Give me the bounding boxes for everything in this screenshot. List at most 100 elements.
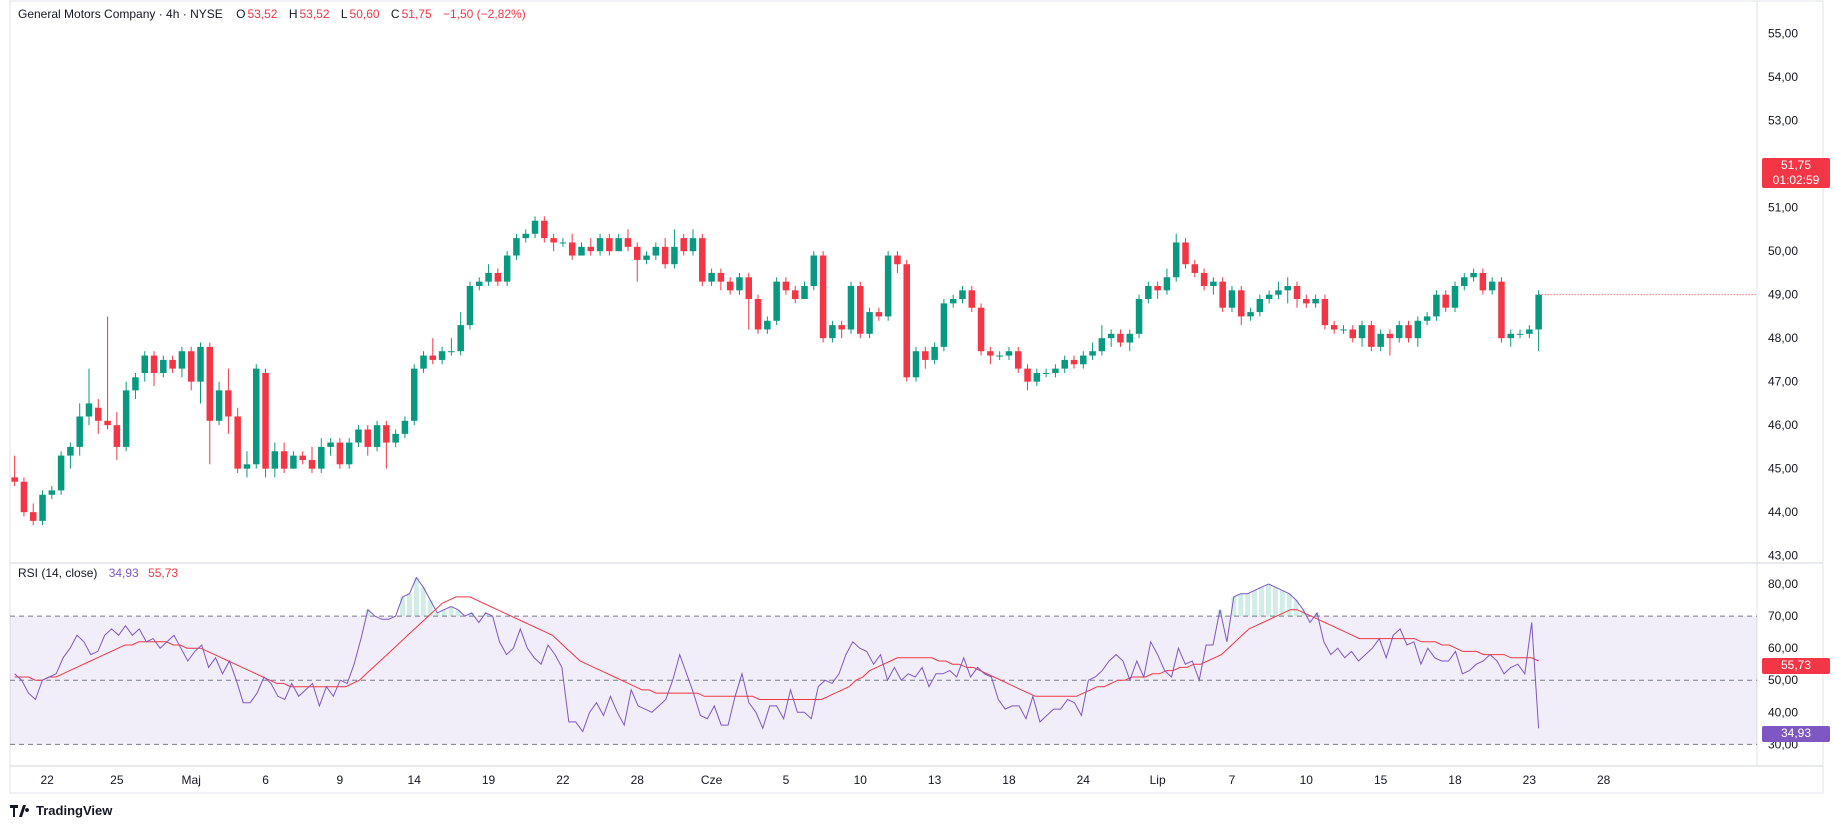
candle-body <box>1033 372 1041 382</box>
time-tick-label: 19 <box>482 773 496 787</box>
candle-body <box>438 351 446 360</box>
candle-body <box>513 238 520 256</box>
candle-body <box>1247 312 1254 317</box>
candle-body <box>271 451 279 469</box>
candle-body <box>829 325 836 339</box>
candle-body <box>1219 281 1226 308</box>
candle-body <box>364 429 372 447</box>
candle-body <box>671 246 678 265</box>
candle-body <box>550 238 557 243</box>
candle-body <box>1303 299 1310 304</box>
candle-body <box>884 255 892 317</box>
candle-body <box>522 233 529 239</box>
candle-body <box>466 285 474 326</box>
candle-body <box>401 420 409 434</box>
candle-body <box>280 451 288 469</box>
candle-body <box>1275 290 1282 295</box>
rsi-tick-label: 60,00 <box>1768 641 1798 655</box>
candle-body <box>1191 264 1199 273</box>
candle-body <box>736 277 743 291</box>
high-value: 53,52 <box>299 7 330 21</box>
rsi-value-tag: 34,93 <box>1762 726 1830 742</box>
candle-body <box>708 272 715 282</box>
candle-body <box>699 238 706 282</box>
candle-body <box>587 246 595 252</box>
candle-body <box>1340 329 1347 331</box>
candle-body <box>67 446 74 456</box>
rsi-label: RSI (14, close) <box>18 566 98 580</box>
candle-body <box>1228 290 1236 308</box>
candle-body <box>383 425 390 443</box>
candle-body <box>1312 299 1319 304</box>
candle-body <box>48 490 56 495</box>
candle-body <box>122 390 130 447</box>
brand-name: TradingView <box>36 803 113 818</box>
price-tick-label: 46,00 <box>1768 418 1798 432</box>
candle-body <box>11 477 18 482</box>
time-tick-label: 28 <box>1597 773 1611 787</box>
close-label: C <box>390 7 400 21</box>
tradingview-logo-icon <box>10 804 30 817</box>
candle-body <box>745 277 753 300</box>
candle-body <box>1293 285 1301 300</box>
candle-body <box>178 351 186 369</box>
price-tick-label: 43,00 <box>1768 549 1798 563</box>
time-tick-label: 7 <box>1229 773 1236 787</box>
candle-body <box>503 255 511 282</box>
candle-body <box>633 246 641 260</box>
tradingview-logo[interactable]: TradingView <box>10 803 112 818</box>
candle-body <box>1488 281 1496 291</box>
last-price-tag: 51,75 01:02:59 <box>1762 158 1830 188</box>
candle-body <box>206 346 214 421</box>
time-tick-label: Lip <box>1150 773 1166 787</box>
close-value: 51,75 <box>401 7 432 21</box>
rsi-ma-line <box>14 596 1539 700</box>
rsi-ma-legend-value: 55,73 <box>148 566 179 580</box>
candle-body <box>262 372 269 469</box>
candle-body <box>652 246 660 256</box>
price-tick-label: 47,00 <box>1768 375 1798 389</box>
candle-body <box>996 355 1003 357</box>
candle-body <box>392 433 399 443</box>
candle-body <box>485 272 492 282</box>
candle-body <box>1265 294 1273 300</box>
price-tick-label: 51,00 <box>1768 201 1798 215</box>
candle-body <box>1461 277 1468 286</box>
candle-body <box>1507 333 1514 339</box>
candle-body <box>1107 333 1115 339</box>
candle-body <box>1386 333 1394 339</box>
time-tick-label: 22 <box>40 773 54 787</box>
candle-body <box>689 238 697 252</box>
candle-body <box>912 351 920 378</box>
candle-body <box>448 351 455 353</box>
rsi-tick-label: 70,00 <box>1768 609 1798 623</box>
candle-body <box>336 442 344 465</box>
time-tick-label: 10 <box>1300 773 1314 787</box>
candle-body <box>903 264 910 378</box>
candle-body <box>1321 299 1329 326</box>
time-tick-label: 18 <box>1002 773 1016 787</box>
rsi-tick-label: 80,00 <box>1768 577 1798 591</box>
rsi-tick-label: 50,00 <box>1768 673 1798 687</box>
candle-body <box>615 238 622 252</box>
candle-body <box>606 238 613 252</box>
price-tick-label: 55,00 <box>1768 27 1798 41</box>
candle-body <box>160 359 167 373</box>
candle-body <box>847 285 855 330</box>
candle-body <box>857 285 864 334</box>
candle-body <box>866 312 873 334</box>
candle-body <box>308 459 316 469</box>
candle-body <box>717 272 725 282</box>
candle-body <box>578 246 585 256</box>
candle-body <box>327 442 334 447</box>
candle-body <box>345 442 353 465</box>
time-tick-label: 15 <box>1374 773 1388 787</box>
candle-body <box>1395 325 1403 339</box>
candle-body <box>355 429 362 443</box>
chart-frame <box>9 0 1824 794</box>
candle-body <box>299 455 306 460</box>
candle-body <box>1498 281 1505 339</box>
candle-body <box>1061 359 1068 369</box>
high-label: H <box>288 7 298 21</box>
